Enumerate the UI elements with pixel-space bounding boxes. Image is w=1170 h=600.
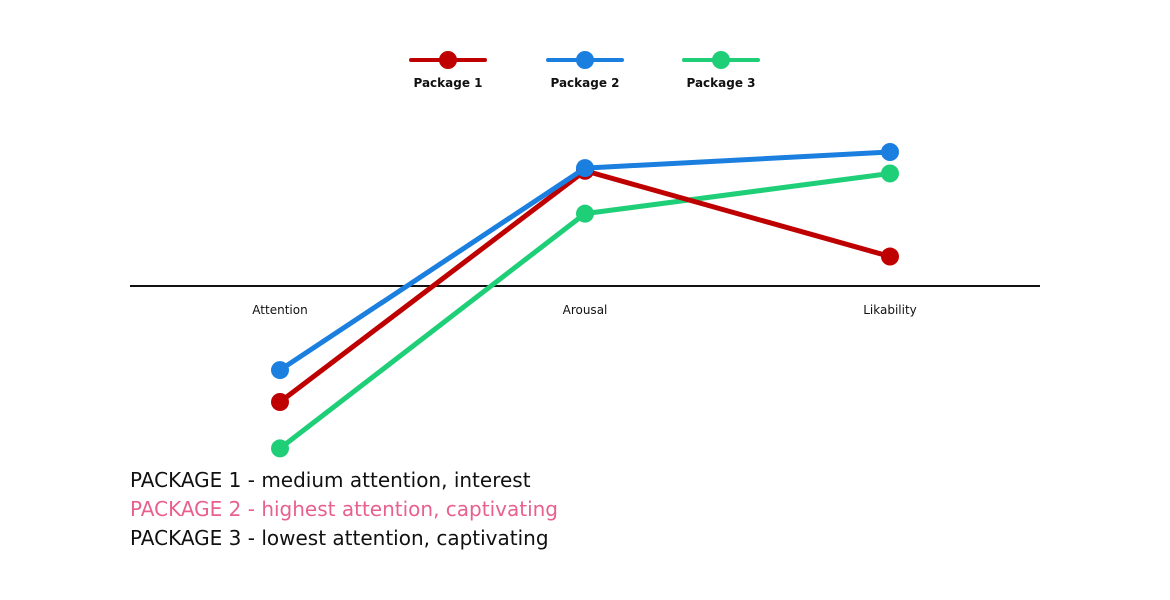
data-point-attention [271,393,289,411]
legend-label: Package 2 [550,76,619,90]
series-package-2 [271,143,899,380]
category-label-arousal: Arousal [563,303,608,317]
chart-series [271,143,899,458]
data-point-attention [271,361,289,380]
legend-marker [576,51,594,69]
package-notes: PACKAGE 1 - medium attention, interest P… [130,466,558,553]
legend-label: Package 1 [413,76,482,90]
data-point-likability [881,247,899,266]
legend-item-1: Package 1 [409,51,487,90]
data-point-likability [881,164,899,183]
series-package-3 [271,164,899,458]
legend-marker [712,51,730,69]
line-chart: Package 1 Package 2 Package 3 Attention Aro… [130,51,1040,458]
data-point-arousal [576,159,594,178]
category-labels: Attention Arousal Likability [252,303,916,317]
category-label-likability: Likability [863,303,917,317]
legend-label: Package 3 [686,76,755,90]
note-package-3: PACKAGE 3 - lowest attention, captivatin… [130,526,549,550]
legend-item-2: Package 2 [546,51,624,90]
data-point-arousal [576,204,594,223]
note-package-2: PACKAGE 2 - highest attention, captivati… [130,497,558,521]
data-point-likability [881,143,899,161]
legend-marker [439,51,457,69]
category-label-attention: Attention [252,303,307,317]
chart-legend: Package 1 Package 2 Package 3 [409,51,760,90]
note-package-1: PACKAGE 1 - medium attention, interest [130,468,531,492]
data-point-attention [271,439,289,458]
legend-item-3: Package 3 [682,51,760,90]
